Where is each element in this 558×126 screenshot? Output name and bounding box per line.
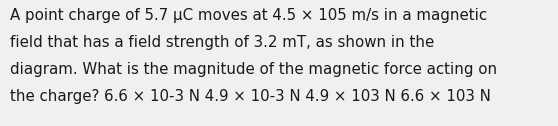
Text: the charge? 6.6 × 10-3 N 4.9 × 10-3 N 4.9 × 103 N 6.6 × 103 N: the charge? 6.6 × 10-3 N 4.9 × 10-3 N 4.…	[10, 89, 491, 104]
Text: diagram. What is the magnitude of the magnetic force acting on: diagram. What is the magnitude of the ma…	[10, 62, 497, 77]
Text: field that has a field strength of 3.2 mT, as shown in the: field that has a field strength of 3.2 m…	[10, 35, 434, 50]
Text: A point charge of 5.7 μC moves at 4.5 × 105 m/s in a magnetic: A point charge of 5.7 μC moves at 4.5 × …	[10, 8, 487, 23]
